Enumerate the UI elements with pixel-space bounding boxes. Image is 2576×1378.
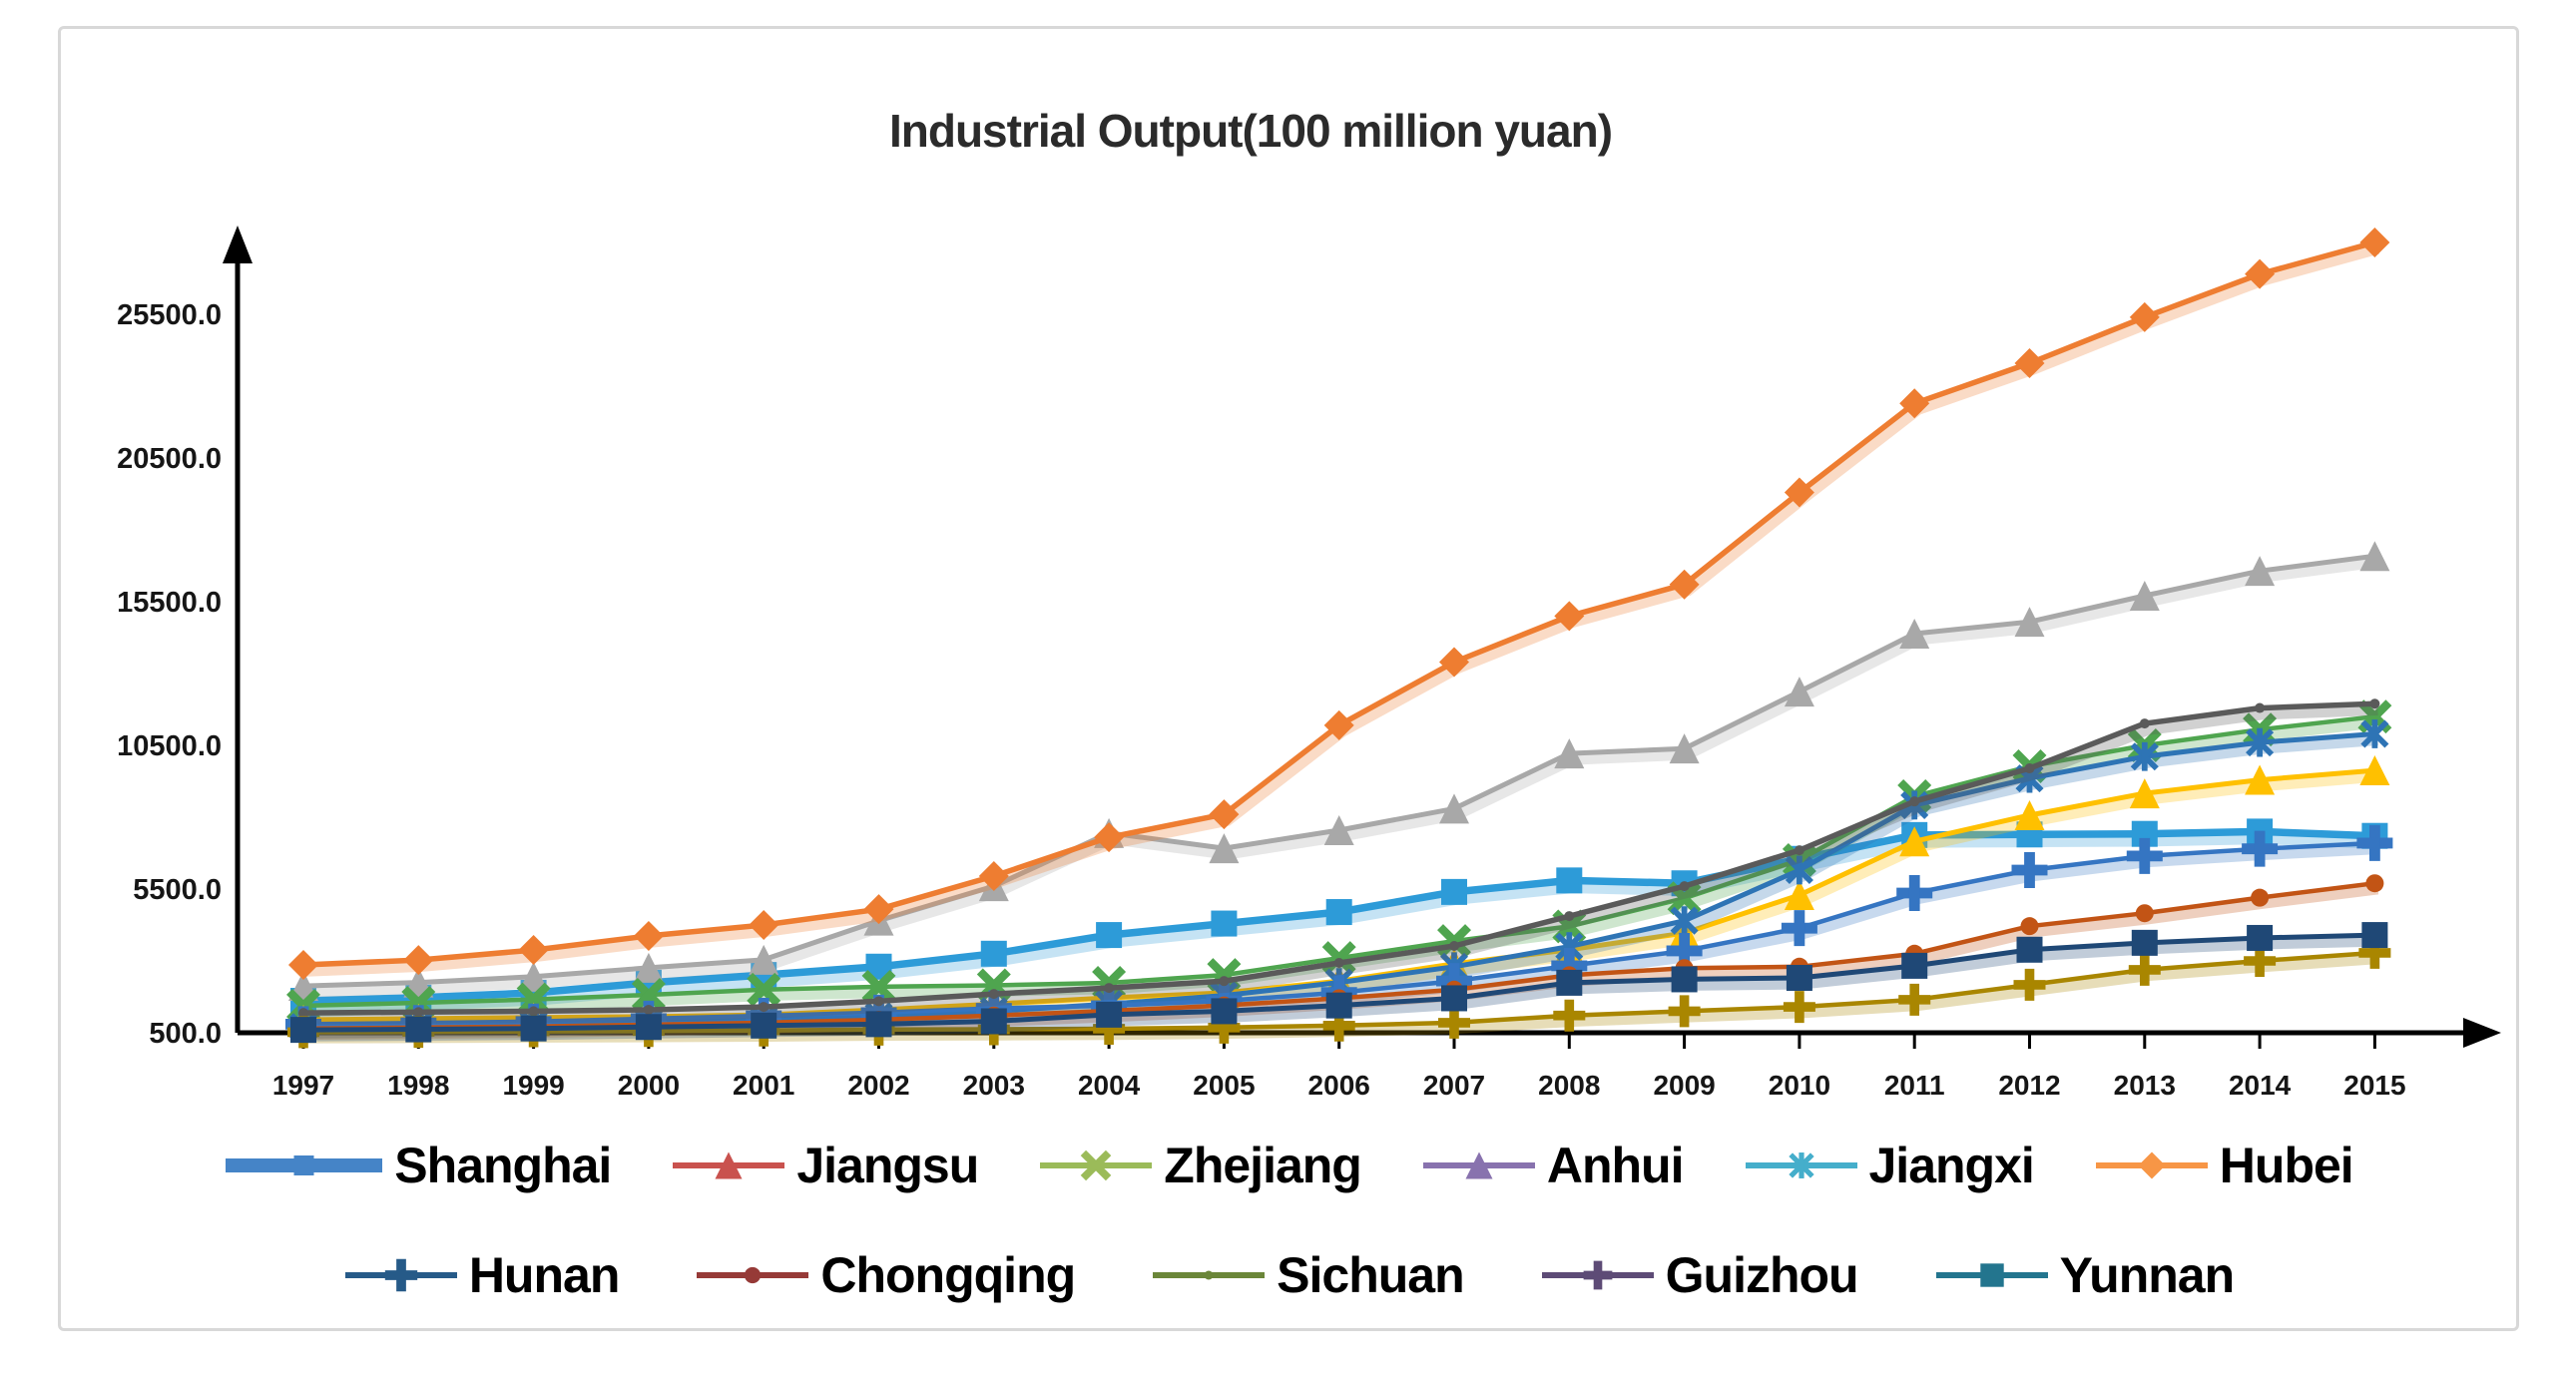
x-axis-year-label: 2000 <box>618 1070 680 1101</box>
x-axis-year-label: 2010 <box>1769 1070 1830 1101</box>
axes <box>223 226 2501 1049</box>
legend-label: Shanghai <box>394 1138 612 1193</box>
x-axis-year-label: 2006 <box>1308 1070 1370 1101</box>
y-axis-tick-label: 5500.0 <box>133 874 222 906</box>
y-axis-tick-label: 25500.0 <box>117 299 222 331</box>
legend-label: Hunan <box>468 1247 621 1303</box>
legend-swatch-chongqing-dot-icon <box>697 1266 809 1284</box>
x-axis-year-label: 2013 <box>2114 1070 2176 1101</box>
y-axis-tick-label: 500.0 <box>149 1018 222 1050</box>
legend-item-sichuan: Sichuan <box>1149 1245 1465 1305</box>
legend-swatch-anhui-triangle-icon <box>1422 1151 1535 1179</box>
y-axis-tick-label: 10500.0 <box>117 730 222 762</box>
legend-label: Jiangsu <box>796 1138 979 1193</box>
legend-label: Sichuan <box>1277 1247 1464 1303</box>
legend-item-shanghai: Shanghai <box>222 1136 612 1195</box>
x-axis-year-label: 2014 <box>2229 1070 2292 1101</box>
legend-swatch-yunnan-square-icon <box>1935 1263 2048 1287</box>
legend-swatch-guizhou-plus-icon <box>1541 1260 1654 1290</box>
chart-frame <box>58 26 2519 1331</box>
x-axis-year-label: 2002 <box>847 1070 909 1101</box>
legend-item-zhejiang: Zhejiang <box>1036 1136 1362 1195</box>
legend-swatch-shanghai-square-icon <box>226 1155 383 1175</box>
x-axis-year-label: 2004 <box>1078 1070 1141 1101</box>
legend-label: Yunnan <box>2059 1247 2236 1303</box>
x-axis-year-label: 2008 <box>1538 1070 1600 1101</box>
axis-labels: 500.0 5500.0 10500.0 15500.0 20500.0 25500.0 1… <box>117 299 2405 1101</box>
chart-title: Industrial Output(100 million yuan) <box>888 105 1613 157</box>
chart-legend-row-2: Hunan Chongqing Sichuan Guizhou Yunnan <box>70 1245 2505 1305</box>
legend-swatch-hunan-plus-icon <box>344 1258 457 1292</box>
x-axis-year-label: 2001 <box>733 1070 794 1101</box>
legend-item-jiangsu: Jiangsu <box>669 1136 979 1195</box>
x-axis-year-label: 2015 <box>2343 1070 2405 1101</box>
legend-item-anhui: Anhui <box>1419 1136 1684 1195</box>
x-axis-year-label: 1997 <box>272 1070 334 1101</box>
legend-item-hubei: Hubei <box>2092 1136 2354 1195</box>
x-axis-year-label: 2003 <box>963 1070 1025 1101</box>
x-axis-year-label: 2009 <box>1653 1070 1715 1101</box>
legend-item-chongqing: Chongqing <box>693 1245 1076 1305</box>
x-axis-year-label: 2007 <box>1423 1070 1485 1101</box>
series-yunnan <box>290 922 2388 1044</box>
legend-swatch-hubei-diamond-icon <box>2095 1151 2208 1179</box>
legend-item-yunnan: Yunnan <box>1932 1245 2235 1305</box>
legend-label: Anhui <box>1546 1138 1685 1193</box>
legend-label: Jiangxi <box>1868 1138 2035 1193</box>
x-axis-year-label: 2005 <box>1193 1070 1255 1101</box>
legend-label: Chongqing <box>820 1247 1076 1303</box>
series-jiangsu <box>288 541 2390 1002</box>
legend-item-jiangxi: Jiangxi <box>1742 1136 2035 1195</box>
x-axis-year-label: 1998 <box>387 1070 449 1101</box>
y-axis-tick-label: 20500.0 <box>117 443 222 475</box>
x-axis-year-label: 1999 <box>502 1070 564 1101</box>
x-axis-year-label: 2011 <box>1884 1070 1945 1101</box>
legend-swatch-jiangxi-asterisk-icon <box>1745 1152 1857 1178</box>
legend-swatch-jiangsu-triangle-icon <box>673 1151 785 1179</box>
y-axis-tick-label: 15500.0 <box>117 587 222 619</box>
chart-legend-row-1: Shanghai Jiangsu Zhejiang Anhui Jiangxi Hubei <box>70 1136 2505 1195</box>
series-hubei <box>288 228 2390 981</box>
legend-label: Guizhou <box>1665 1247 1859 1303</box>
legend-swatch-zhejiang-x-icon <box>1040 1149 1153 1181</box>
legend-item-guizhou: Guizhou <box>1538 1245 1859 1305</box>
legend-item-hunan: Hunan <box>341 1245 620 1305</box>
legend-label: Zhejiang <box>1164 1138 1362 1193</box>
legend-swatch-sichuan-dot-icon <box>1153 1270 1266 1280</box>
x-axis-year-label: 2012 <box>1998 1070 2060 1101</box>
series-lines <box>285 228 2393 1049</box>
legend-label: Hubei <box>2219 1138 2354 1193</box>
